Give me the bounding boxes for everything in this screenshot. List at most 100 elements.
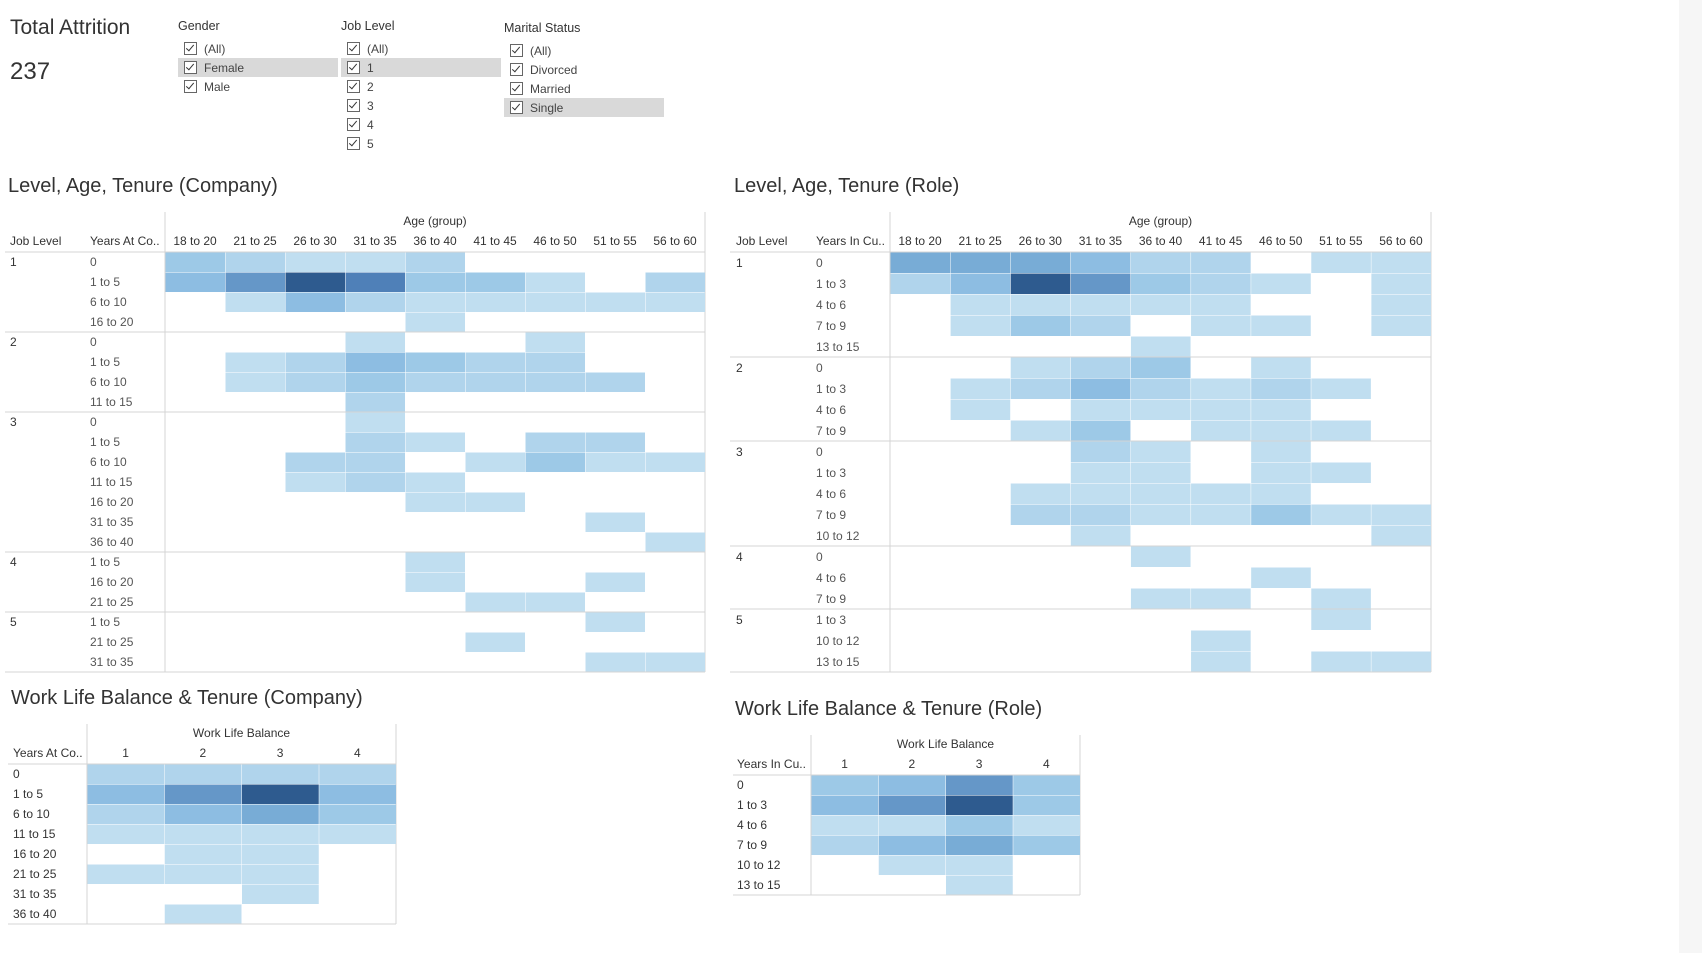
filter-option-label: 2 bbox=[367, 79, 374, 94]
filter-option-label: (All) bbox=[530, 43, 552, 58]
heatmap-cell bbox=[946, 795, 1013, 815]
column-label: 2 bbox=[909, 757, 916, 771]
row-label: 11 to 15 bbox=[90, 395, 133, 409]
checkbox-checked-icon[interactable] bbox=[347, 99, 360, 112]
section-title-wlb-role: Work Life Balance & Tenure (Role) bbox=[735, 698, 1043, 720]
filter-option[interactable]: 4 bbox=[341, 115, 501, 134]
marital-status-filter: Marital Status (All) Divorced Married Singl… bbox=[504, 21, 664, 117]
filter-option[interactable]: 2 bbox=[341, 77, 501, 96]
filter-option[interactable]: Divorced bbox=[504, 60, 664, 79]
filter-option[interactable]: (All) bbox=[178, 39, 338, 58]
heatmap-cell bbox=[645, 452, 705, 472]
heatmap-cell bbox=[1191, 315, 1251, 336]
job-level-label: 5 bbox=[736, 613, 743, 627]
row-label: 13 to 15 bbox=[737, 878, 781, 892]
scrollbar[interactable] bbox=[1679, 0, 1702, 953]
heatmap-cell bbox=[87, 804, 165, 824]
heatmap-cell bbox=[1070, 441, 1131, 462]
heatmap-cell bbox=[319, 764, 396, 784]
heatmap-cell bbox=[890, 252, 951, 273]
heatmap-cell bbox=[878, 855, 946, 875]
heatmap-cell bbox=[1130, 588, 1191, 609]
job-level-label: 1 bbox=[10, 255, 17, 269]
heatmap-cell bbox=[164, 804, 242, 824]
heatmap-cell bbox=[242, 844, 319, 864]
heatmap-cell bbox=[1130, 357, 1191, 378]
row-label: 4 to 6 bbox=[816, 403, 846, 417]
heatmap-cell bbox=[242, 764, 319, 784]
filter-option[interactable]: (All) bbox=[504, 41, 664, 60]
heatmap-cell bbox=[1070, 483, 1131, 504]
checkbox-checked-icon[interactable] bbox=[510, 63, 523, 76]
filter-option[interactable]: 5 bbox=[341, 134, 501, 153]
heatmap-cell bbox=[164, 824, 242, 844]
heatmap-cell bbox=[1251, 357, 1311, 378]
column-label: 41 to 45 bbox=[473, 234, 517, 248]
filter-option-label: (All) bbox=[367, 41, 389, 56]
checkbox-checked-icon[interactable] bbox=[184, 80, 197, 93]
checkbox-checked-icon[interactable] bbox=[347, 118, 360, 131]
checkbox-checked-icon[interactable] bbox=[347, 61, 360, 74]
row-label: 1 to 5 bbox=[90, 615, 120, 629]
filter-option[interactable]: Male bbox=[178, 77, 338, 96]
heatmap-cell bbox=[585, 452, 645, 472]
filter-option[interactable]: Female bbox=[178, 58, 338, 77]
heatmap-cell bbox=[242, 864, 319, 884]
filter-option[interactable]: 1 bbox=[341, 58, 501, 77]
heatmap-cell bbox=[87, 764, 165, 784]
heatmap-cell bbox=[585, 432, 645, 452]
row-label: 1 to 5 bbox=[13, 787, 43, 801]
heatmap-cell bbox=[405, 312, 465, 332]
heatmap-cell bbox=[345, 472, 405, 492]
checkbox-checked-icon[interactable] bbox=[347, 80, 360, 93]
row-label: 1 to 3 bbox=[816, 382, 846, 396]
filter-title: Job Level bbox=[341, 19, 395, 33]
job-level-label: 3 bbox=[736, 445, 743, 459]
row-label: 36 to 40 bbox=[90, 535, 134, 549]
row-label: 4 to 6 bbox=[816, 487, 846, 501]
checkbox-checked-icon[interactable] bbox=[347, 137, 360, 150]
heatmap-cell bbox=[1311, 504, 1371, 525]
heatmap-cell bbox=[345, 352, 405, 372]
checkbox-checked-icon[interactable] bbox=[184, 61, 197, 74]
heatmap-cell bbox=[645, 292, 705, 312]
heatmap-cell bbox=[1130, 441, 1191, 462]
section-title-wlb-company: Work Life Balance & Tenure (Company) bbox=[11, 687, 363, 709]
heatmap-cell bbox=[950, 252, 1011, 273]
row-label: 0 bbox=[816, 445, 823, 459]
filter-option[interactable]: Single bbox=[504, 98, 664, 117]
filter-option[interactable]: Married bbox=[504, 79, 664, 98]
heatmap-cell bbox=[242, 824, 319, 844]
heatmap-cell bbox=[1251, 378, 1311, 399]
filter-title: Gender bbox=[178, 19, 220, 33]
column-label: 31 to 35 bbox=[1079, 234, 1123, 248]
filter-option[interactable]: (All) bbox=[341, 39, 501, 58]
heatmap-cell bbox=[525, 352, 585, 372]
job-level-label: 4 bbox=[10, 555, 17, 569]
row-label: 6 to 10 bbox=[90, 455, 127, 469]
heatmap-cell bbox=[1130, 399, 1191, 420]
row-label: 13 to 15 bbox=[816, 655, 860, 669]
checkbox-checked-icon[interactable] bbox=[347, 42, 360, 55]
heatmap-cell bbox=[164, 784, 242, 804]
heatmap-cell bbox=[345, 292, 405, 312]
row-label: 1 to 3 bbox=[737, 798, 767, 812]
checkbox-checked-icon[interactable] bbox=[510, 44, 523, 57]
checkbox-checked-icon[interactable] bbox=[510, 82, 523, 95]
heatmap-cell bbox=[285, 452, 345, 472]
heatmap-cell bbox=[165, 272, 225, 292]
filter-option[interactable]: 3 bbox=[341, 96, 501, 115]
heatmap-cell bbox=[585, 612, 645, 632]
heatmap-cell bbox=[1371, 525, 1431, 546]
heatmap-cell bbox=[1371, 252, 1431, 273]
row-label: 31 to 35 bbox=[13, 887, 57, 901]
heatmap-cell bbox=[405, 432, 465, 452]
heatmap-cell bbox=[1251, 441, 1311, 462]
column-label: 36 to 40 bbox=[1139, 234, 1183, 248]
heatmap-cell bbox=[1070, 357, 1131, 378]
checkbox-checked-icon[interactable] bbox=[510, 101, 523, 114]
checkbox-checked-icon[interactable] bbox=[184, 42, 197, 55]
column-label: 51 to 55 bbox=[1319, 234, 1363, 248]
row-label: 0 bbox=[90, 415, 97, 429]
heatmap-cell bbox=[319, 784, 396, 804]
